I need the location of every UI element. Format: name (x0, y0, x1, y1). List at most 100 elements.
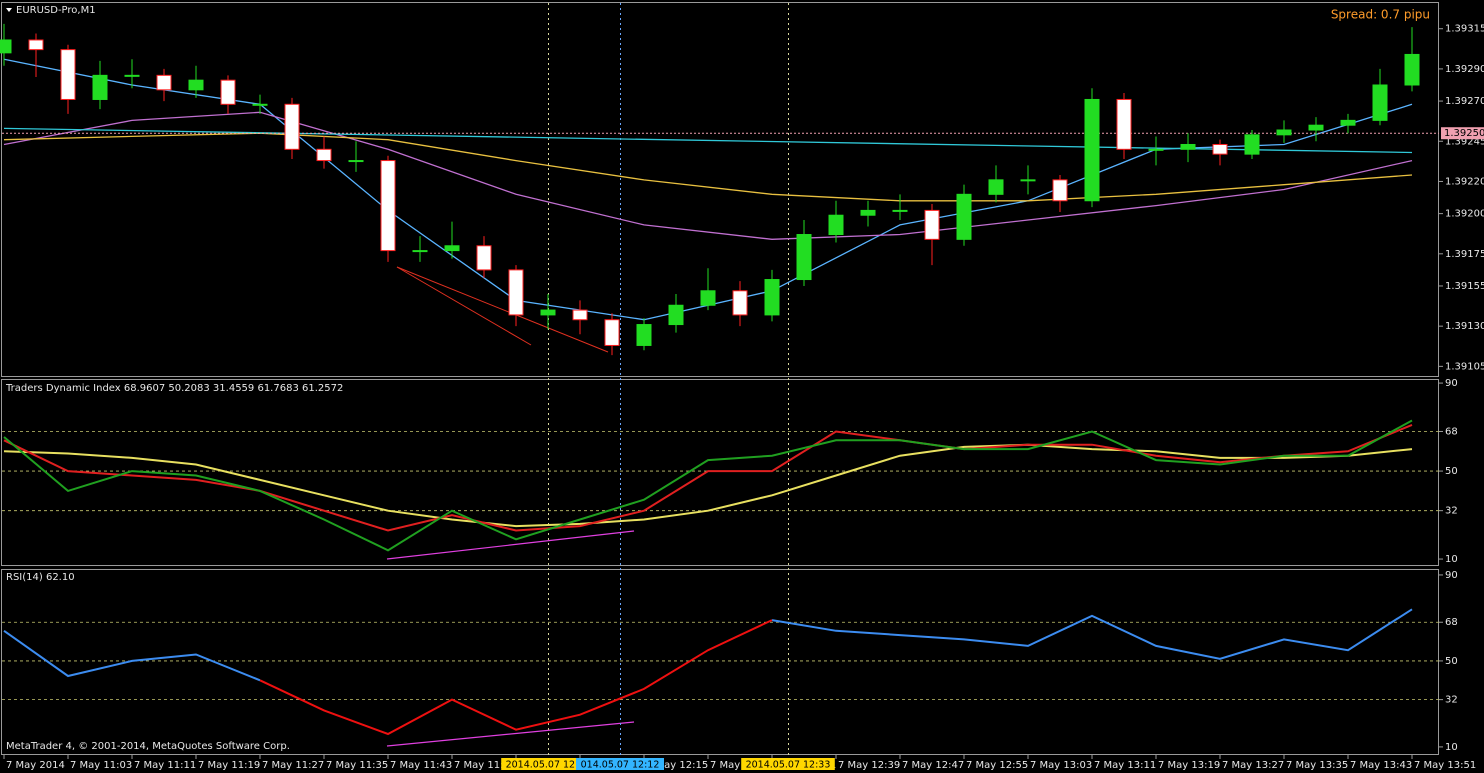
candle-body (316, 148, 332, 162)
y-tick-label: 10 (1445, 742, 1458, 753)
y-tick-label: 32 (1445, 506, 1458, 517)
candle-body (1180, 143, 1196, 150)
copyright: MetaTrader 4, © 2001-2014, MetaQuotes So… (6, 741, 290, 752)
y-tick-label: 1.39290 (1445, 64, 1484, 75)
candle-body (348, 160, 364, 163)
candle-body (1116, 98, 1132, 150)
candle-body (828, 214, 844, 236)
candle-body (476, 245, 492, 271)
time-highlight-label: 2014.05.07 12:33 (746, 760, 831, 771)
time-highlight-label: 2014.05.07 12:03 (506, 760, 591, 771)
y-tick-label: 1.39130 (1445, 321, 1484, 332)
tdi-panel-border (1, 379, 1439, 566)
tdi-title: Traders Dynamic Index 68.9607 50.2083 31… (5, 383, 343, 394)
candle-body (188, 79, 204, 91)
x-tick-label: 7 May 12:23 (710, 760, 772, 771)
candle-body (156, 74, 172, 91)
frame (1, 2, 1439, 755)
y-tick-label: 50 (1445, 466, 1458, 477)
candle-body (508, 269, 524, 316)
candle-body (252, 103, 268, 106)
rsi-title: RSI(14) 62.10 (6, 572, 75, 583)
y-tick-label: 1.39155 (1445, 281, 1484, 292)
candle-body (732, 290, 748, 316)
y-tick-label: 1.39200 (1445, 209, 1484, 220)
main-panel-border (1, 2, 1439, 377)
x-tick-label: 7 May 11:51 (454, 760, 516, 771)
candle-body (988, 179, 1004, 195)
candle-body (380, 160, 396, 252)
candle-body (28, 39, 44, 51)
candle-body (1276, 129, 1292, 136)
moving-average (3, 127, 1413, 154)
candle-body (1372, 84, 1388, 121)
time-highlight-box (741, 758, 835, 770)
y-tick-label: 90 (1445, 378, 1458, 389)
y-tick-label: 1.39175 (1445, 249, 1484, 260)
x-tick-label: 7 May 13:27 (1222, 760, 1284, 771)
y-tick-label: 32 (1445, 695, 1458, 706)
x-tick-label: 7 May 11:27 (262, 760, 324, 771)
indicator-line (3, 443, 1413, 528)
candle-body (1020, 179, 1036, 182)
y-tick-label: 1.39315 (1445, 24, 1484, 35)
candle-body (892, 209, 908, 212)
y-tick-label: 50 (1445, 656, 1458, 667)
main-trend-line[interactable] (396, 266, 532, 346)
tdi-divergence-line[interactable] (386, 530, 635, 560)
candle-body (860, 209, 876, 216)
spread-label: Spread: 0.7 pipu (1331, 8, 1430, 22)
x-tick-label: 7 May 12:55 (966, 760, 1028, 771)
y-tick-label: 68 (1445, 426, 1458, 437)
x-tick-label: 7 May 13:19 (1158, 760, 1220, 771)
candle-body (284, 103, 300, 150)
candle-body (1084, 98, 1100, 202)
candle-body (92, 74, 108, 100)
x-tick-label: 7 May 13:35 (1286, 760, 1348, 771)
bid-label: 1.39250 (1444, 128, 1484, 139)
time-highlight-label: 014.05.07 12:12 (581, 760, 660, 771)
x-tick-label: 7 May 13:11 (1094, 760, 1156, 771)
y-tick-label: 1.39105 (1445, 361, 1484, 372)
candle-body (956, 193, 972, 240)
candle-body (1052, 179, 1068, 202)
candle-body (700, 290, 716, 306)
bid-label-box (1441, 127, 1484, 140)
x-tick-label: 7 May 12:47 (902, 760, 964, 771)
candle-body (572, 309, 588, 321)
indicator-line (3, 629, 261, 682)
indicator-line (3, 419, 1413, 552)
x-tick-label: 7 May 12:15 (646, 760, 708, 771)
indicator-line (3, 423, 1413, 532)
candle-body (220, 79, 236, 105)
x-tick-label: 7 May 13:51 (1414, 760, 1476, 771)
candle-body (0, 39, 12, 54)
time-highlight-box (576, 758, 664, 770)
candle-body (540, 309, 556, 316)
menu-arrow[interactable] (6, 8, 12, 12)
y-tick-label: 1.39220 (1445, 176, 1484, 187)
candle-body (1244, 134, 1260, 155)
candle-body (444, 245, 460, 252)
y-tick-label: 1.39245 (1445, 136, 1484, 147)
y-tick-label: 90 (1445, 570, 1458, 581)
candle-body (764, 279, 780, 316)
x-tick-label: 7 May 11:35 (326, 760, 388, 771)
candle-body (924, 209, 940, 240)
main-trend-line[interactable] (396, 266, 609, 353)
candle-body (604, 319, 620, 346)
moving-average (3, 111, 1413, 240)
candle-body (1404, 53, 1420, 86)
indicator-line (771, 608, 1413, 660)
rsi-panel-border (1, 569, 1439, 755)
candle-body (796, 234, 812, 281)
x-tick-label: 7 May 12:39 (838, 760, 900, 771)
candle-body (636, 324, 652, 346)
candle-body (1308, 124, 1324, 131)
candle-body (1340, 119, 1356, 126)
moving-average (3, 132, 1413, 202)
x-tick-label: 7 May 11:19 (198, 760, 260, 771)
rsi-divergence-line[interactable] (386, 721, 635, 747)
